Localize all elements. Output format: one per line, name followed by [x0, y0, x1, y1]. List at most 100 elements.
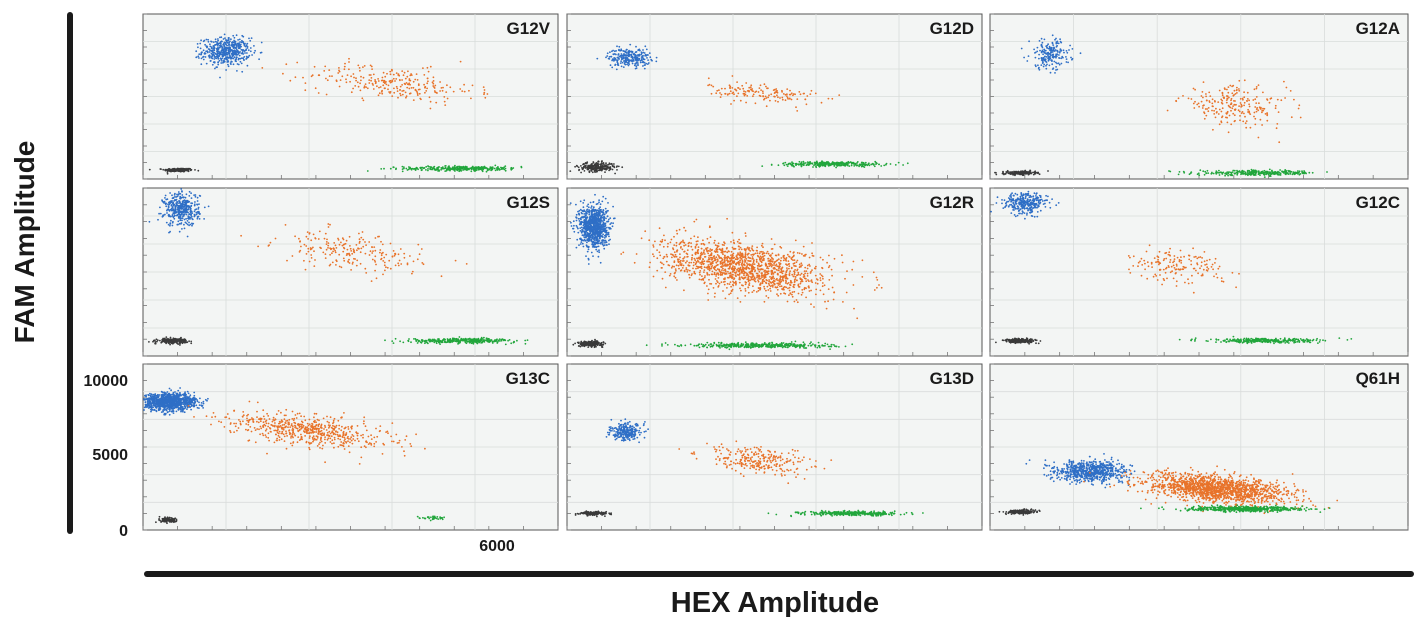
droplet-point — [1055, 45, 1058, 48]
droplet-point — [196, 217, 199, 220]
droplet-point — [1225, 101, 1228, 104]
droplet-point — [244, 42, 246, 45]
droplet-point — [767, 87, 769, 90]
droplet-point — [348, 235, 351, 238]
droplet-point — [619, 62, 622, 64]
droplet-point — [216, 53, 219, 56]
droplet-point — [377, 235, 379, 238]
droplet-point — [424, 339, 427, 342]
droplet-point — [208, 51, 211, 53]
droplet-point — [342, 250, 345, 253]
droplet-point — [607, 57, 610, 60]
droplet-point — [426, 66, 429, 69]
droplet-point — [385, 83, 388, 86]
droplet-point — [179, 207, 181, 210]
droplet-point — [1192, 102, 1195, 105]
droplet-point — [405, 96, 407, 99]
droplet-point — [247, 49, 250, 52]
droplet-point — [302, 76, 304, 79]
droplet-point — [379, 86, 382, 88]
droplet-point — [170, 204, 173, 206]
droplet-point — [763, 97, 766, 100]
droplet-point — [611, 66, 614, 69]
droplet-point — [499, 340, 501, 342]
droplet-point — [1036, 46, 1039, 49]
droplet-point — [178, 200, 181, 203]
droplet-point — [1243, 112, 1245, 115]
droplet-point — [185, 207, 188, 210]
droplet-point — [406, 86, 409, 89]
droplet-point — [783, 164, 786, 167]
droplet-point — [162, 214, 165, 217]
droplet-point — [897, 161, 900, 164]
droplet-point — [612, 49, 614, 52]
droplet-point — [613, 165, 615, 168]
droplet-point — [236, 53, 239, 56]
droplet-point — [1204, 170, 1207, 173]
droplet-point — [1040, 64, 1043, 66]
droplet-point — [734, 88, 736, 91]
droplet-point — [219, 36, 221, 39]
droplet-point — [618, 48, 620, 51]
droplet-point — [724, 87, 726, 90]
droplet-point — [365, 272, 368, 274]
droplet-point — [405, 95, 408, 98]
droplet-point — [584, 165, 587, 167]
droplet-point — [161, 199, 163, 202]
droplet-point — [889, 163, 892, 165]
droplet-point — [334, 249, 336, 252]
droplet-point — [1051, 41, 1054, 44]
droplet-point — [305, 253, 308, 255]
droplet-point — [773, 88, 776, 91]
droplet-point — [718, 89, 720, 92]
droplet-point — [338, 69, 340, 72]
droplet-point — [1050, 47, 1053, 49]
droplet-point — [1267, 170, 1269, 173]
droplet-point — [405, 167, 408, 170]
droplet-point — [1205, 93, 1207, 95]
droplet-point — [1262, 107, 1264, 110]
droplet-point — [1238, 88, 1240, 90]
droplet-point — [1218, 174, 1221, 176]
droplet-point — [245, 44, 248, 47]
droplet-point — [220, 49, 223, 52]
droplet-point — [733, 93, 735, 96]
droplet-point — [420, 167, 422, 170]
droplet-point — [383, 87, 386, 90]
droplet-point — [206, 46, 209, 48]
droplet-point — [463, 90, 466, 93]
droplet-point — [325, 241, 328, 243]
droplet-point — [1037, 64, 1039, 67]
droplet-point — [323, 70, 326, 72]
droplet-point — [456, 166, 459, 168]
droplet-point — [1257, 109, 1260, 112]
droplet-point — [1033, 48, 1035, 51]
droplet-point — [318, 74, 321, 77]
droplet-point — [1227, 131, 1230, 134]
droplet-point — [1006, 169, 1009, 172]
droplet-point — [611, 168, 614, 171]
droplet-point — [389, 167, 392, 170]
droplet-point — [371, 252, 374, 254]
droplet-point — [164, 194, 167, 197]
droplet-point — [624, 63, 627, 66]
droplet-point — [325, 243, 328, 246]
droplet-point — [1041, 41, 1044, 44]
droplet-point — [1060, 62, 1063, 65]
droplet-point — [596, 166, 598, 169]
cluster-fam-positive — [195, 33, 263, 79]
droplet-point — [349, 245, 351, 247]
droplet-point — [399, 248, 402, 250]
droplet-point — [166, 212, 168, 214]
droplet-point — [737, 87, 739, 89]
droplet-point — [586, 343, 588, 346]
droplet-point — [358, 67, 361, 69]
droplet-point — [1233, 120, 1236, 123]
droplet-point — [397, 253, 400, 256]
droplet-point — [1212, 172, 1215, 175]
droplet-point — [646, 63, 649, 65]
droplet-point — [439, 81, 441, 83]
droplet-point — [300, 245, 302, 248]
droplet-point — [458, 166, 461, 168]
droplet-point — [443, 100, 446, 103]
